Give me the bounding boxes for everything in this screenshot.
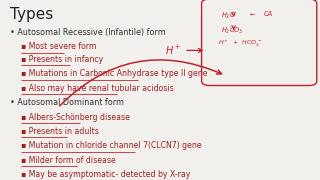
Text: CA: CA <box>264 11 273 17</box>
Text: $H^+$: $H^+$ <box>164 44 181 57</box>
Text: ▪ Presents in adults: ▪ Presents in adults <box>21 127 99 136</box>
Text: ▪ Mutation in chloride channel 7(CLCN7) gene: ▪ Mutation in chloride channel 7(CLCN7) … <box>21 141 201 150</box>
Text: • Autosomal Dominant form: • Autosomal Dominant form <box>10 98 124 107</box>
Text: ▪ May be asymptomatic- detected by X-ray: ▪ May be asymptomatic- detected by X-ray <box>21 170 190 179</box>
Text: ▪ Milder form of disease: ▪ Milder form of disease <box>21 156 116 165</box>
Text: $H_2CO_3$: $H_2CO_3$ <box>221 26 243 36</box>
Text: ▪ Most severe form: ▪ Most severe form <box>21 42 96 51</box>
Text: $H_2O$: $H_2O$ <box>221 11 236 21</box>
Text: $\leftarrow$: $\leftarrow$ <box>248 11 256 18</box>
Text: ▪ Presents in infancy: ▪ Presents in infancy <box>21 55 103 64</box>
Text: • Autosomal Recessive (Infantile) form: • Autosomal Recessive (Infantile) form <box>10 28 165 37</box>
Text: ▪ Also may have renal tubular acidosis: ▪ Also may have renal tubular acidosis <box>21 84 173 93</box>
Text: ▪ Albers-Schönberg disease: ▪ Albers-Schönberg disease <box>21 112 130 122</box>
Text: Types: Types <box>10 7 53 22</box>
Text: ▪ Mutations in Carbonic Anhydrase type II gene: ▪ Mutations in Carbonic Anhydrase type I… <box>21 69 207 78</box>
Text: $H^+$  +  $HCO_3^-$: $H^+$ + $HCO_3^-$ <box>218 39 262 49</box>
